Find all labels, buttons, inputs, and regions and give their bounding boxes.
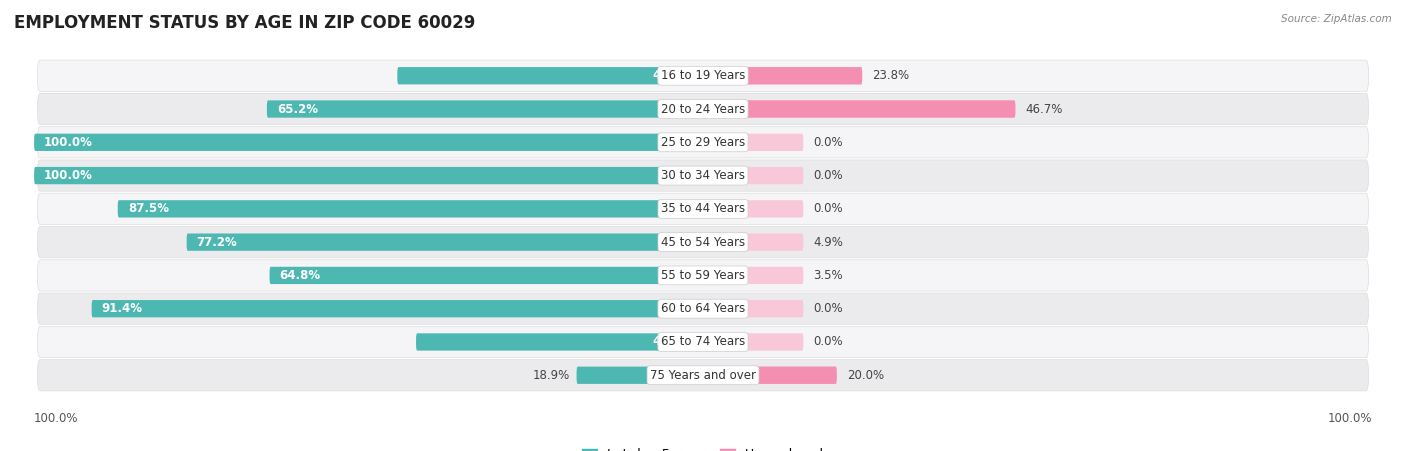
FancyBboxPatch shape (34, 133, 703, 151)
FancyBboxPatch shape (267, 101, 703, 118)
FancyBboxPatch shape (38, 226, 1368, 258)
FancyBboxPatch shape (38, 93, 1368, 124)
Text: 35 to 44 Years: 35 to 44 Years (661, 202, 745, 216)
Text: 25 to 29 Years: 25 to 29 Years (661, 136, 745, 149)
Text: 30 to 34 Years: 30 to 34 Years (661, 169, 745, 182)
Text: 16 to 19 Years: 16 to 19 Years (661, 69, 745, 82)
Text: 65 to 74 Years: 65 to 74 Years (661, 336, 745, 349)
FancyBboxPatch shape (703, 67, 862, 84)
Text: 46.7%: 46.7% (1025, 102, 1063, 115)
FancyBboxPatch shape (398, 67, 703, 84)
Text: 45 to 54 Years: 45 to 54 Years (661, 235, 745, 249)
FancyBboxPatch shape (38, 359, 1368, 391)
FancyBboxPatch shape (416, 333, 703, 350)
FancyBboxPatch shape (703, 101, 1015, 118)
FancyBboxPatch shape (703, 67, 862, 84)
FancyBboxPatch shape (576, 367, 703, 384)
FancyBboxPatch shape (270, 267, 703, 284)
FancyBboxPatch shape (91, 300, 703, 318)
Text: 65.2%: 65.2% (277, 102, 318, 115)
Legend: In Labor Force, Unemployed: In Labor Force, Unemployed (576, 443, 830, 451)
FancyBboxPatch shape (703, 234, 735, 251)
FancyBboxPatch shape (38, 260, 1368, 291)
Text: 77.2%: 77.2% (197, 235, 238, 249)
FancyBboxPatch shape (703, 167, 803, 184)
Text: 0.0%: 0.0% (813, 202, 844, 216)
FancyBboxPatch shape (38, 127, 1368, 158)
Text: Source: ZipAtlas.com: Source: ZipAtlas.com (1281, 14, 1392, 23)
Text: 4.9%: 4.9% (813, 235, 844, 249)
FancyBboxPatch shape (38, 327, 1368, 358)
Text: 0.0%: 0.0% (813, 136, 844, 149)
FancyBboxPatch shape (703, 200, 803, 217)
FancyBboxPatch shape (703, 367, 837, 384)
Text: 75 Years and over: 75 Years and over (650, 369, 756, 382)
Text: 20 to 24 Years: 20 to 24 Years (661, 102, 745, 115)
Text: 60 to 64 Years: 60 to 64 Years (661, 302, 745, 315)
FancyBboxPatch shape (38, 60, 1368, 92)
Text: 45.7%: 45.7% (652, 69, 693, 82)
FancyBboxPatch shape (703, 300, 803, 318)
FancyBboxPatch shape (703, 333, 803, 350)
Text: 42.9%: 42.9% (652, 336, 693, 349)
Text: 0.0%: 0.0% (813, 336, 844, 349)
Text: 55 to 59 Years: 55 to 59 Years (661, 269, 745, 282)
Text: 91.4%: 91.4% (101, 302, 142, 315)
FancyBboxPatch shape (38, 160, 1368, 191)
Text: 87.5%: 87.5% (128, 202, 169, 216)
FancyBboxPatch shape (703, 267, 803, 284)
Text: 100.0%: 100.0% (44, 136, 93, 149)
FancyBboxPatch shape (38, 193, 1368, 225)
Text: 100.0%: 100.0% (44, 169, 93, 182)
Text: 0.0%: 0.0% (813, 169, 844, 182)
Text: 100.0%: 100.0% (1327, 412, 1372, 425)
Text: EMPLOYMENT STATUS BY AGE IN ZIP CODE 60029: EMPLOYMENT STATUS BY AGE IN ZIP CODE 600… (14, 14, 475, 32)
FancyBboxPatch shape (38, 293, 1368, 324)
FancyBboxPatch shape (703, 133, 803, 151)
Text: 20.0%: 20.0% (846, 369, 884, 382)
Text: 100.0%: 100.0% (34, 412, 79, 425)
FancyBboxPatch shape (703, 267, 727, 284)
FancyBboxPatch shape (703, 234, 803, 251)
FancyBboxPatch shape (34, 167, 703, 184)
Text: 3.5%: 3.5% (813, 269, 844, 282)
Text: 18.9%: 18.9% (533, 369, 569, 382)
FancyBboxPatch shape (703, 367, 837, 384)
Text: 0.0%: 0.0% (813, 302, 844, 315)
FancyBboxPatch shape (118, 200, 703, 217)
FancyBboxPatch shape (187, 234, 703, 251)
Text: 23.8%: 23.8% (872, 69, 910, 82)
Text: 64.8%: 64.8% (280, 269, 321, 282)
FancyBboxPatch shape (703, 101, 1015, 118)
